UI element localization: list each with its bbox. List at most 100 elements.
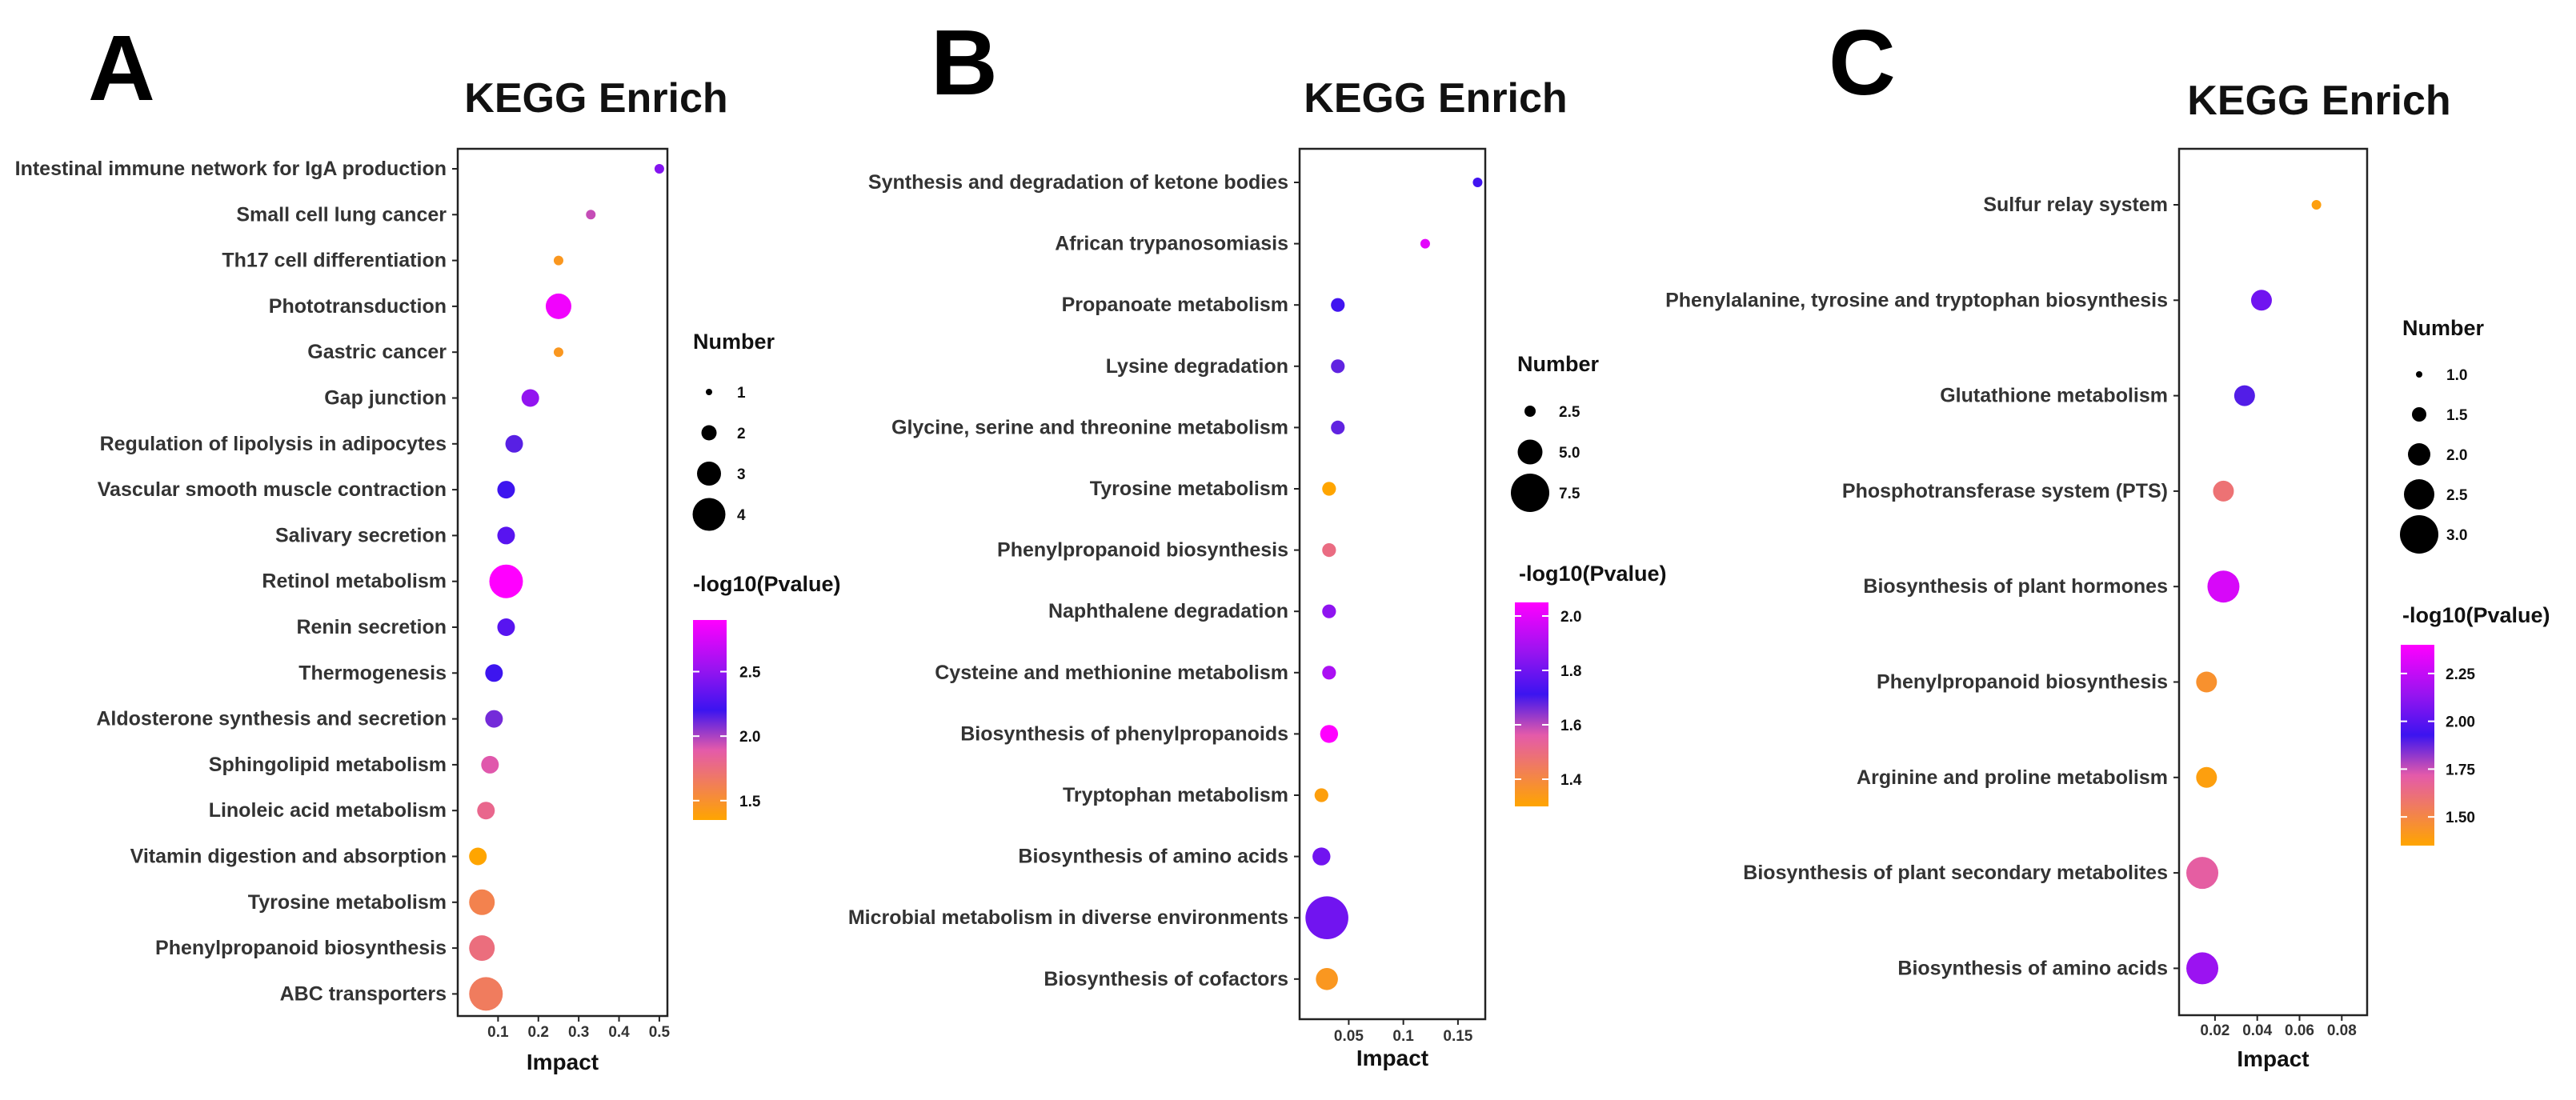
- data-point[interactable]: [553, 255, 563, 266]
- category-label: Arginine and proline metabolism: [1857, 766, 2168, 789]
- size-legend-dot: [2404, 479, 2434, 510]
- x-tick-label: 0.02: [2200, 1022, 2229, 1039]
- data-point[interactable]: [485, 664, 503, 682]
- size-legend-label: 3: [737, 466, 746, 483]
- category-label: Tyrosine metabolism: [1090, 478, 1288, 500]
- size-legend-dot: [2416, 371, 2422, 378]
- data-point[interactable]: [1472, 178, 1483, 187]
- category-label: Lysine degradation: [1106, 355, 1288, 378]
- x-tick-label: 0.5: [649, 1024, 671, 1041]
- x-tick-label: 0.2: [528, 1024, 549, 1041]
- category-label: Naphthalene degradation: [1048, 600, 1288, 622]
- size-legend-dot: [2412, 407, 2426, 422]
- category-label: Salivary secretion: [275, 524, 447, 546]
- category-label: Biosynthesis of cofactors: [1044, 968, 1288, 990]
- data-point[interactable]: [469, 935, 495, 962]
- color-legend-label: 1.75: [2446, 762, 2475, 778]
- color-legend-title: -log10(Pvalue): [1519, 562, 1667, 586]
- data-point[interactable]: [2186, 952, 2219, 985]
- panel-letter: B: [931, 10, 998, 114]
- size-legend-label: 2.5: [2446, 487, 2468, 504]
- data-point[interactable]: [2213, 480, 2234, 502]
- x-tick-label: 0.1: [1392, 1028, 1414, 1045]
- category-label: Phototransduction: [269, 295, 447, 318]
- category-label: Tyrosine metabolism: [248, 891, 447, 914]
- color-legend-label: 1.6: [1560, 718, 1581, 734]
- data-point[interactable]: [2311, 200, 2322, 210]
- color-legend-label: 1.8: [1560, 663, 1581, 680]
- data-point[interactable]: [2250, 290, 2272, 311]
- size-legend-dot: [701, 425, 717, 441]
- size-legend-dot: [697, 462, 721, 486]
- data-point[interactable]: [1322, 482, 1336, 496]
- chart-title: KEGG Enrich: [2187, 78, 2450, 124]
- size-legend-title: Number: [693, 330, 775, 354]
- category-label: Phenylpropanoid biosynthesis: [1877, 671, 2168, 694]
- data-point[interactable]: [1331, 298, 1345, 312]
- data-point[interactable]: [469, 889, 495, 915]
- data-point[interactable]: [1322, 604, 1336, 618]
- data-point[interactable]: [489, 564, 523, 598]
- color-legend-label: 1.50: [2446, 810, 2475, 826]
- category-label: Th17 cell differentiation: [222, 250, 447, 272]
- data-point[interactable]: [469, 847, 487, 866]
- category-label: Synthesis and degradation of ketone bodi…: [868, 171, 1288, 194]
- x-axis-label: Impact: [527, 1050, 599, 1074]
- data-point[interactable]: [2233, 385, 2255, 406]
- category-label: ABC transporters: [280, 982, 447, 1005]
- data-point[interactable]: [485, 710, 503, 728]
- size-legend-title: Number: [2402, 316, 2485, 340]
- data-point[interactable]: [1305, 896, 1348, 939]
- category-label: Biosynthesis of phenylpropanoids: [960, 722, 1288, 745]
- data-point[interactable]: [1312, 847, 1331, 866]
- color-legend-title: -log10(Pvalue): [693, 572, 841, 596]
- data-point[interactable]: [1420, 238, 1430, 249]
- data-point[interactable]: [1331, 420, 1345, 435]
- category-label: Regulation of lipolysis in adipocytes: [100, 433, 447, 455]
- size-legend-label: 2.0: [2446, 447, 2467, 464]
- size-legend-dot: [1511, 474, 1549, 512]
- category-label: Gap junction: [324, 387, 447, 410]
- data-point[interactable]: [1314, 788, 1328, 802]
- data-point[interactable]: [477, 802, 495, 820]
- data-point[interactable]: [2196, 671, 2217, 693]
- color-legend-label: 2.0: [1560, 609, 1581, 626]
- data-point[interactable]: [2196, 766, 2217, 788]
- data-point[interactable]: [586, 210, 596, 220]
- data-point[interactable]: [1331, 359, 1345, 374]
- plot-frame: [2177, 147, 2369, 1017]
- x-tick-label: 0.3: [568, 1024, 589, 1041]
- data-point[interactable]: [1316, 968, 1338, 990]
- data-point[interactable]: [1320, 725, 1339, 743]
- data-point[interactable]: [505, 434, 523, 453]
- category-label: Vitamin digestion and absorption: [130, 846, 447, 868]
- category-label: Biosynthesis of amino acids: [1897, 957, 2168, 979]
- color-legend-label: 1.5: [739, 794, 761, 810]
- data-point[interactable]: [2186, 857, 2219, 890]
- data-point[interactable]: [497, 481, 515, 499]
- x-tick-label: 0.04: [2242, 1022, 2272, 1039]
- data-point[interactable]: [521, 389, 539, 407]
- size-legend-title: Number: [1517, 352, 1600, 376]
- data-point[interactable]: [545, 293, 571, 319]
- data-point[interactable]: [654, 164, 664, 174]
- size-legend-label: 2: [737, 426, 746, 442]
- data-point[interactable]: [481, 755, 499, 774]
- color-bar: [693, 620, 727, 820]
- color-legend-label: 1.4: [1560, 772, 1582, 789]
- category-label: Vascular smooth muscle contraction: [98, 478, 447, 501]
- data-point[interactable]: [553, 347, 563, 358]
- data-point[interactable]: [497, 618, 515, 636]
- data-point[interactable]: [497, 526, 515, 545]
- x-tick-label: 0.15: [1443, 1028, 1472, 1045]
- data-point[interactable]: [1322, 543, 1336, 558]
- size-legend-label: 2.5: [1559, 404, 1580, 421]
- category-label: Phenylpropanoid biosynthesis: [155, 937, 447, 959]
- panel-c: C KEGG Enrich Sulfur relay system Phenylala…: [1665, 10, 2550, 1071]
- data-point[interactable]: [1322, 666, 1336, 680]
- size-legend-dot: [1524, 406, 1536, 417]
- chart-title: KEGG Enrich: [1304, 75, 1567, 122]
- data-point[interactable]: [2207, 570, 2240, 603]
- data-point[interactable]: [469, 977, 503, 1011]
